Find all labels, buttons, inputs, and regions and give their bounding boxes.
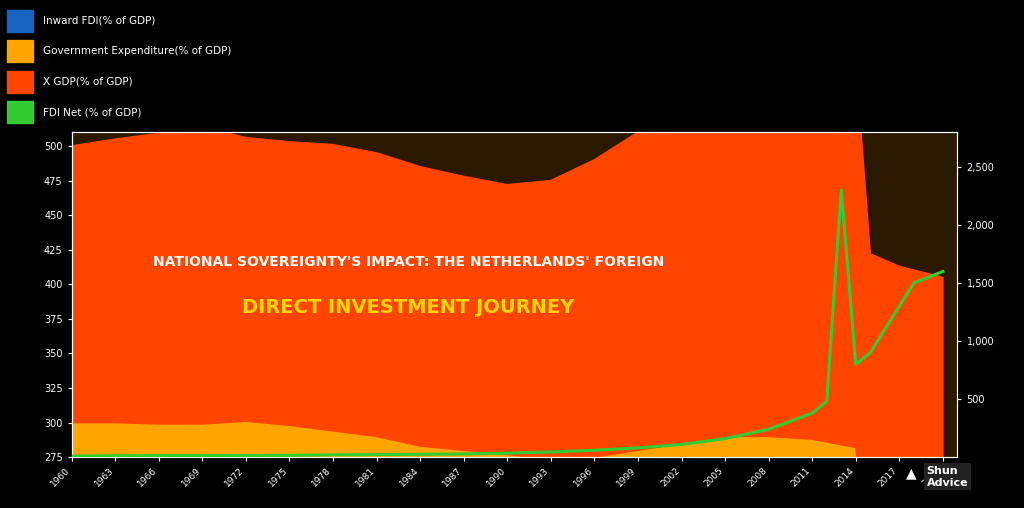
Text: FDI Net (% of GDP): FDI Net (% of GDP) — [43, 107, 141, 117]
Text: DIRECT INVESTMENT JOURNEY: DIRECT INVESTMENT JOURNEY — [242, 298, 574, 317]
Text: Government Expenditure(% of GDP): Government Expenditure(% of GDP) — [43, 46, 231, 56]
Bar — [7, 40, 33, 62]
Bar — [7, 10, 33, 31]
Bar — [7, 71, 33, 92]
Text: ▲: ▲ — [906, 466, 916, 480]
Text: Shun
Advice: Shun Advice — [927, 466, 969, 488]
Text: NATIONAL SOVEREIGNTY'S IMPACT: THE NETHERLANDS' FOREIGN: NATIONAL SOVEREIGNTY'S IMPACT: THE NETHE… — [153, 255, 664, 269]
Text: Inward FDI(% of GDP): Inward FDI(% of GDP) — [43, 16, 156, 26]
Text: X GDP(% of GDP): X GDP(% of GDP) — [43, 77, 133, 87]
Bar — [7, 101, 33, 123]
